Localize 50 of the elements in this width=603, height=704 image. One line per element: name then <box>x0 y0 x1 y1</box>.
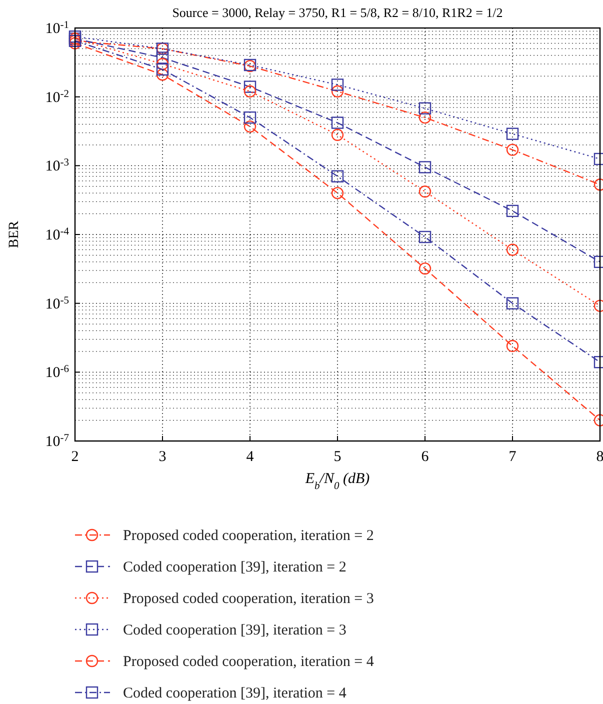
x-tick-label: 4 <box>246 449 254 465</box>
y-tick-label: 10$^{-7}$ <box>45 432 69 450</box>
legend-label: Coded cooperation [39], iteration = 2 <box>123 560 346 576</box>
x-tick-label: 3 <box>158 449 166 465</box>
point <box>506 297 519 310</box>
x-tick-label: 7 <box>508 449 517 465</box>
point <box>418 186 432 198</box>
point <box>506 144 519 156</box>
chart-title: Source = 3000, Relay = 3750, R1 = 5/8, R2 = 8/10, R1R2 = 1/2 <box>172 5 503 20</box>
point <box>156 68 169 81</box>
point <box>506 204 519 218</box>
point <box>331 186 344 200</box>
y-tick-label: 10$^{-2}$ <box>45 88 69 106</box>
point <box>418 262 432 275</box>
point <box>418 161 432 174</box>
y-tick-label: 10$^{-6}$ <box>45 364 69 382</box>
x-tick-label: 8 <box>596 449 603 465</box>
point <box>244 120 256 133</box>
point <box>331 170 344 182</box>
point <box>418 230 432 244</box>
point <box>506 244 519 256</box>
point <box>331 116 344 129</box>
point <box>331 78 344 91</box>
point <box>244 80 256 93</box>
point <box>331 128 344 141</box>
legend-label: Proposed coded cooperation, iteration = 3 <box>123 591 374 607</box>
legend-label: Coded cooperation [39], iteration = 4 <box>123 686 347 702</box>
y-tick-label: 10$^{-1}$ <box>45 20 69 37</box>
x-axis-title: E$_{b}$/N$_{0}$ (dB) <box>304 471 370 492</box>
point <box>506 128 519 140</box>
point <box>156 63 169 76</box>
legend-label: Proposed coded cooperation, iteration = 4 <box>123 654 374 670</box>
point <box>156 52 169 64</box>
point <box>68 37 82 50</box>
legend-label: Proposed coded cooperation, iteration = 2 <box>123 528 374 544</box>
point <box>418 111 432 124</box>
point <box>156 58 169 70</box>
point <box>244 85 256 98</box>
y-tick-label: 10$^{-3}$ <box>45 157 69 175</box>
point <box>418 102 432 114</box>
y-tick-label: 10$^{-4}$ <box>45 226 70 244</box>
y-axis-title: BER <box>7 220 22 248</box>
y-tick-label: 10$^{-5}$ <box>45 294 69 312</box>
x-tick-label: 6 <box>421 449 430 465</box>
x-tick-label: 2 <box>71 449 79 465</box>
point <box>244 111 256 124</box>
point <box>331 85 344 98</box>
x-tick-label: 5 <box>334 449 342 465</box>
point <box>506 340 519 352</box>
legend-label: Coded cooperation [39], iteration = 3 <box>123 622 346 638</box>
